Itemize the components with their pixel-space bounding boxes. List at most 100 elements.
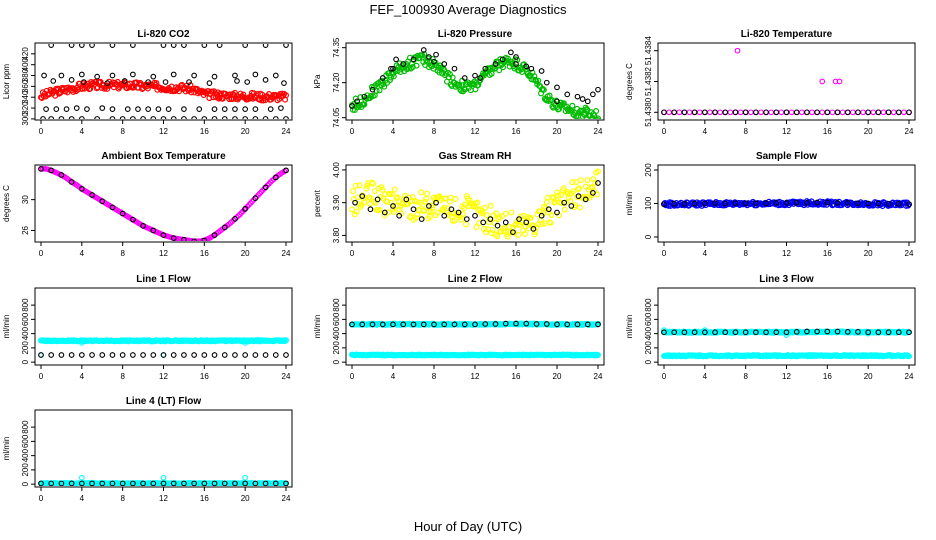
data-point (170, 352, 177, 358)
data-point (94, 73, 100, 80)
data-point (834, 328, 841, 335)
data-point (584, 177, 591, 184)
data-point (84, 106, 90, 113)
data-point (242, 206, 249, 212)
panel-6: Line 1 Flow ml/min 0 4 8 12 16 20 24 0 20040060080… (2, 274, 293, 381)
data-point (170, 44, 177, 49)
data-point (885, 329, 892, 336)
data-point (73, 105, 80, 111)
data-point (732, 109, 739, 116)
y-tick-label: 51.4380 (644, 97, 653, 126)
data-point (242, 474, 249, 481)
data-point (533, 321, 540, 327)
data-point (390, 203, 396, 209)
data-point (400, 321, 407, 328)
data-point (68, 480, 75, 486)
data-point (681, 109, 688, 116)
data-point (349, 103, 355, 109)
panel-title: Li-820 Pressure (438, 29, 513, 40)
data-point (487, 202, 494, 209)
x-tick-label: 8 (743, 249, 748, 258)
data-point (834, 199, 841, 206)
data-point (363, 185, 370, 192)
plot-area (38, 166, 289, 241)
data-point (130, 71, 136, 78)
data-point (283, 92, 290, 99)
x-tick-label: 20 (241, 127, 250, 136)
x-tick-label: 12 (471, 372, 480, 381)
data-point (211, 352, 218, 358)
data-point (506, 223, 513, 230)
data-point (357, 94, 364, 101)
y-axis-label: ml/min (2, 315, 11, 339)
y-axis-label: degrees C (2, 185, 11, 222)
x-tick-label: 4 (80, 494, 85, 503)
data-point (58, 116, 65, 119)
data-point (535, 77, 542, 84)
data-point (477, 75, 483, 81)
data-point (824, 109, 831, 116)
data-point (906, 201, 912, 208)
data-point (38, 480, 44, 486)
data-point (396, 212, 403, 219)
data-point (140, 116, 146, 119)
data-point (530, 226, 537, 232)
data-point (58, 480, 65, 486)
data-point (283, 480, 289, 486)
data-point (232, 216, 238, 222)
data-point (89, 44, 95, 49)
series-1 (661, 199, 912, 208)
data-point (379, 186, 386, 193)
data-point (361, 93, 368, 100)
y-axis-label: kPa (313, 74, 322, 88)
data-point (691, 109, 698, 116)
data-point (441, 61, 448, 67)
data-point (160, 352, 167, 358)
data-point (483, 212, 490, 219)
data-point (262, 480, 269, 486)
series-0 (349, 50, 601, 119)
data-point (421, 50, 428, 57)
data-point (595, 321, 601, 328)
data-point (895, 109, 902, 116)
data-point (844, 328, 851, 335)
data-point (433, 51, 439, 58)
series-0 (38, 166, 289, 241)
data-point (124, 106, 131, 113)
data-point (538, 220, 545, 227)
plot-frame (657, 42, 916, 121)
data-point (232, 72, 238, 79)
plot-area (349, 168, 601, 240)
data-point (221, 116, 228, 119)
panel-title: Line 2 Flow (448, 274, 503, 285)
data-point (834, 109, 841, 116)
data-point (130, 216, 136, 223)
y-tick-label: 100 (644, 196, 653, 210)
data-point (232, 352, 238, 358)
y-tick-label: 0 (644, 359, 653, 364)
data-point (272, 352, 279, 358)
data-point (89, 192, 95, 198)
data-point (523, 320, 530, 327)
data-point (206, 95, 213, 102)
data-point (394, 194, 401, 201)
data-point (272, 480, 279, 486)
y-axis-label: ml/min (625, 315, 634, 339)
data-point (359, 321, 366, 328)
data-point (528, 65, 535, 72)
data-point (283, 352, 289, 358)
data-point (87, 85, 94, 92)
data-point (461, 321, 468, 328)
data-point (487, 216, 494, 222)
data-point (844, 199, 851, 206)
panel-3: Ambient Box Temperature degrees C 0 4 8 12 16 2… (2, 151, 293, 258)
data-point (433, 199, 439, 206)
data-point (352, 182, 359, 189)
x-tick-label: 0 (662, 127, 667, 136)
data-point (742, 329, 749, 336)
data-point (160, 474, 167, 481)
data-point (462, 221, 469, 228)
series-2 (38, 480, 289, 486)
data-point (109, 204, 116, 211)
